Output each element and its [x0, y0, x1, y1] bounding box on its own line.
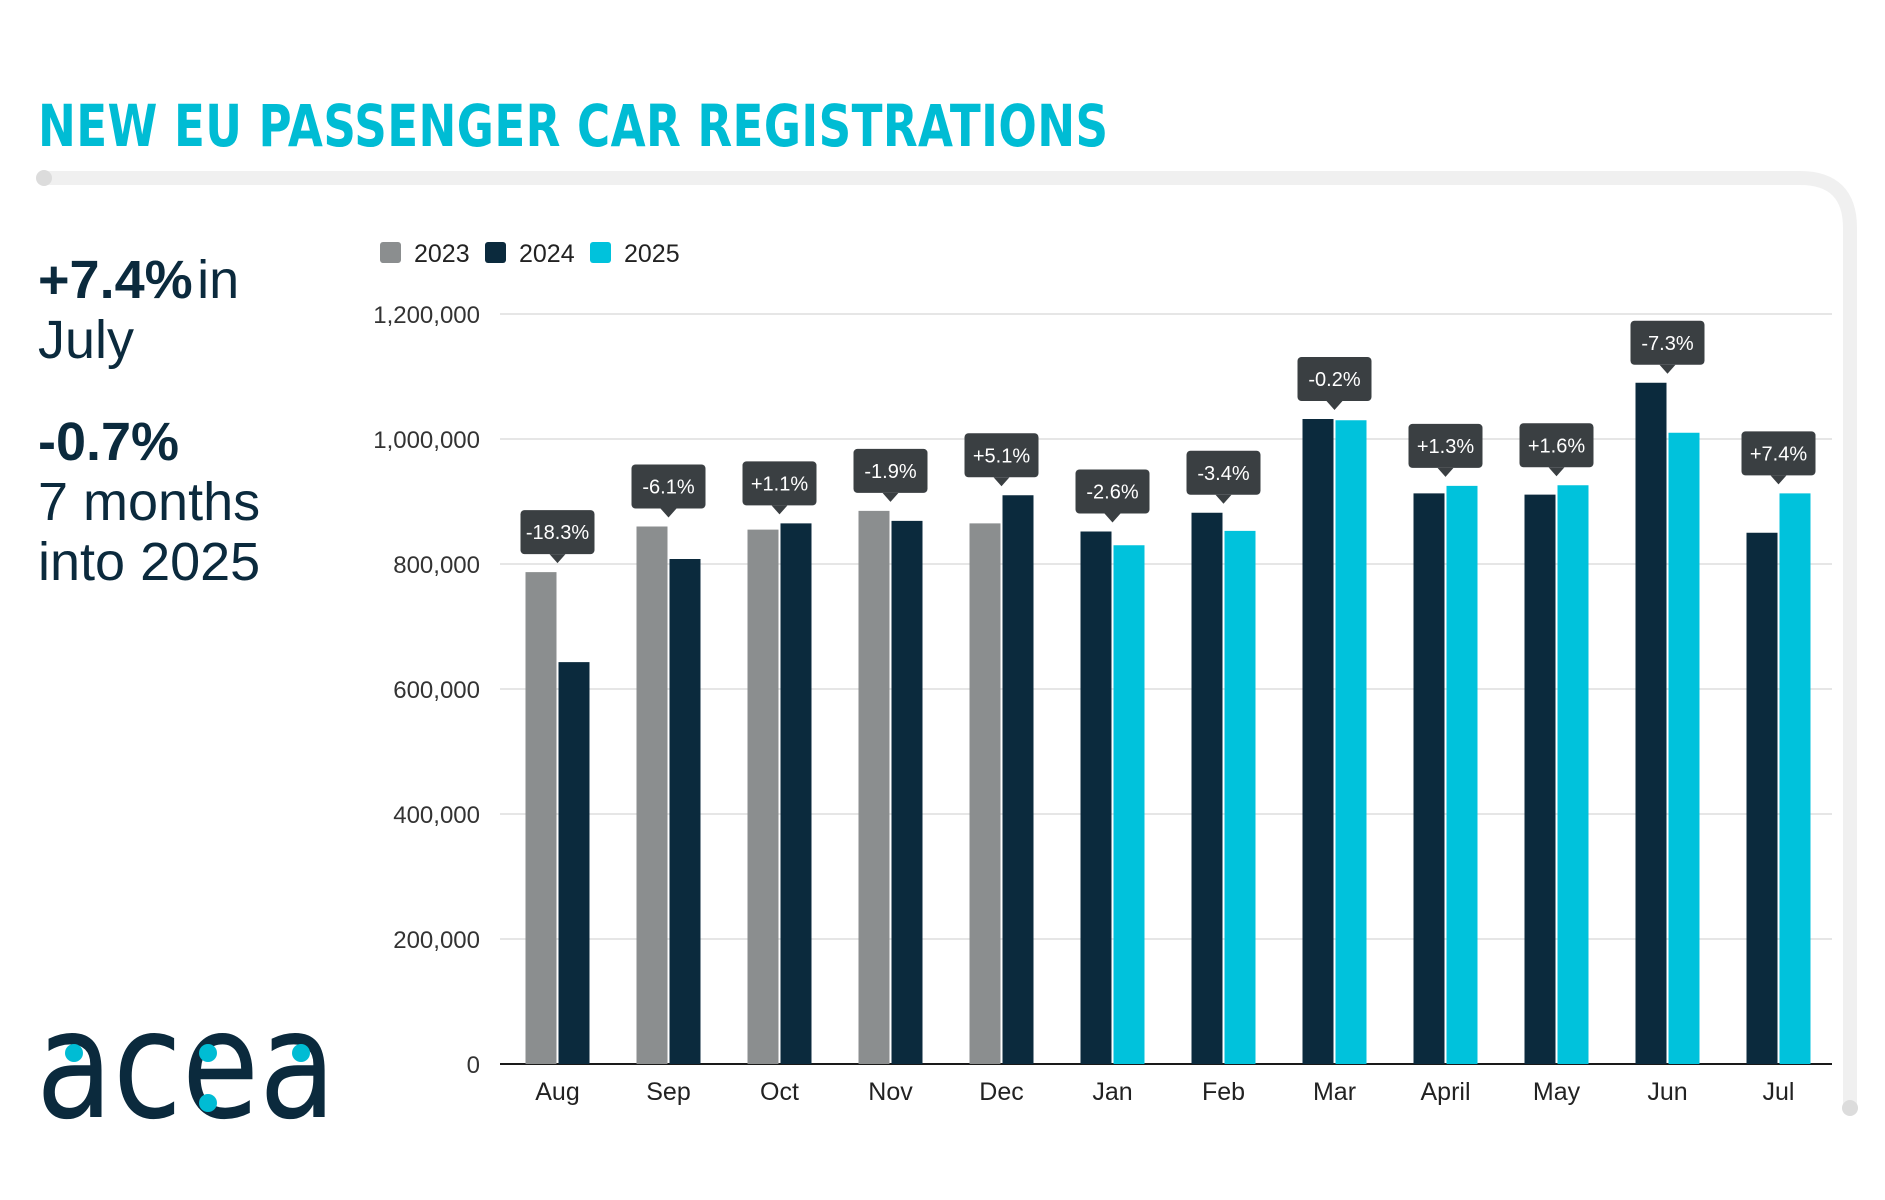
- change-badge-pointer: [1437, 467, 1454, 477]
- bar-2025-feb: [1224, 530, 1256, 1064]
- change-badge: [1297, 357, 1372, 401]
- bar-2024-jul: [1746, 532, 1778, 1064]
- legend-swatch-2023: [380, 242, 401, 263]
- y-tick-label: 400,000: [393, 802, 480, 829]
- bar-2025-mar: [1335, 420, 1367, 1064]
- change-badge-pointer: [993, 477, 1010, 487]
- bar-2023-nov: [858, 510, 890, 1064]
- change-label: +1.3%: [1417, 436, 1474, 458]
- change-badge: [1519, 423, 1594, 468]
- change-badge-pointer: [1326, 401, 1343, 410]
- bar-2023-aug: [525, 572, 557, 1064]
- bar-2024-nov: [891, 520, 923, 1064]
- x-tick-label: Nov: [868, 1078, 913, 1106]
- bar-2024-mar: [1302, 419, 1334, 1064]
- change-badge: [853, 448, 928, 493]
- change-badge-pointer: [1770, 475, 1787, 485]
- y-tick-label: 0: [467, 1052, 480, 1079]
- change-badge: [1075, 469, 1150, 514]
- bar-2024-jun: [1635, 382, 1667, 1064]
- x-tick-label: Dec: [979, 1078, 1023, 1106]
- change-badge-pointer: [1215, 494, 1232, 504]
- change-badge-pointer: [1659, 364, 1676, 374]
- y-tick-label: 200,000: [393, 927, 480, 954]
- x-tick-label: April: [1420, 1078, 1470, 1106]
- change-badge-pointer: [771, 505, 788, 515]
- kpi-july-value: +7.4%: [38, 250, 193, 310]
- bar-2025-april: [1446, 485, 1478, 1064]
- bar-2023-sep: [636, 526, 668, 1064]
- bar-2025-may: [1557, 485, 1589, 1064]
- kpi-ytd: -0.7% 7 months into 2025: [38, 412, 260, 592]
- x-tick-label: Feb: [1202, 1078, 1245, 1106]
- kpi-july-suffix: in: [197, 250, 240, 310]
- y-tick-label: 1,000,000: [373, 427, 480, 454]
- kpi-july-label: July: [38, 310, 135, 370]
- bar-2023-oct: [747, 529, 779, 1064]
- bar-2025-jun: [1668, 432, 1700, 1064]
- x-tick-label: Jun: [1647, 1078, 1687, 1106]
- change-badge-pointer: [882, 492, 899, 502]
- bar-2024-april: [1413, 493, 1445, 1064]
- change-badge-pointer: [1104, 513, 1121, 523]
- change-label: -3.4%: [1197, 463, 1249, 485]
- y-tick-label: 800,000: [393, 552, 480, 579]
- x-tick-label: Aug: [535, 1078, 579, 1106]
- change-label: -18.3%: [526, 522, 590, 544]
- change-label: +1.1%: [751, 473, 808, 495]
- change-badge: [520, 510, 595, 555]
- change-label: -6.1%: [642, 477, 694, 499]
- bar-2023-dec: [969, 523, 1001, 1064]
- x-tick-label: May: [1533, 1078, 1581, 1106]
- acea-logo: acea: [36, 1005, 336, 1135]
- change-badge-pointer: [660, 508, 677, 518]
- y-tick-label: 600,000: [393, 677, 480, 704]
- logo-text: acea: [36, 1005, 336, 1135]
- bar-2024-feb: [1191, 512, 1223, 1064]
- page-title: NEW EU PASSENGER CAR REGISTRATIONS: [38, 92, 1109, 160]
- change-badge-pointer: [549, 554, 566, 564]
- legend-swatch-2025: [590, 242, 611, 263]
- legend-label-2025: 2025: [624, 240, 680, 268]
- change-badge-pointer: [1548, 467, 1565, 477]
- kpi-ytd-label-1: 7 months: [38, 472, 261, 532]
- kpi-ytd-value: -0.7%: [38, 412, 180, 472]
- bar-2024-may: [1524, 494, 1556, 1064]
- bar-2024-dec: [1002, 495, 1034, 1064]
- change-badge: [1741, 431, 1816, 476]
- change-label: +5.1%: [973, 445, 1030, 467]
- legend-label-2023: 2023: [414, 240, 470, 268]
- legend-label-2024: 2024: [519, 240, 575, 268]
- change-badge: [964, 433, 1039, 478]
- bar-2024-sep: [669, 559, 701, 1064]
- kpi-july: +7.4% in July: [38, 250, 239, 370]
- change-badge: [1630, 320, 1705, 365]
- x-tick-label: Sep: [646, 1078, 690, 1106]
- x-tick-label: Jul: [1763, 1078, 1795, 1106]
- change-label: +1.6%: [1528, 435, 1585, 457]
- change-label: -1.9%: [864, 461, 916, 483]
- bar-2024-aug: [558, 662, 590, 1064]
- change-badge: [1186, 450, 1261, 495]
- change-badge: [742, 461, 817, 506]
- y-tick-label: 1,200,000: [373, 302, 480, 329]
- change-badge: [631, 464, 706, 509]
- change-label: -2.6%: [1086, 482, 1138, 504]
- bar-2025-jan: [1113, 545, 1145, 1064]
- change-label: +7.4%: [1750, 443, 1807, 465]
- change-badge: [1408, 423, 1483, 468]
- bar-2024-oct: [780, 523, 812, 1064]
- x-tick-label: Oct: [760, 1078, 799, 1106]
- kpi-ytd-label-2: into 2025: [38, 532, 261, 592]
- x-tick-label: Mar: [1313, 1078, 1356, 1106]
- change-label: -0.2%: [1308, 369, 1360, 391]
- legend-swatch-2024: [485, 242, 506, 263]
- change-label: -7.3%: [1641, 333, 1693, 355]
- bar-2025-jul: [1779, 493, 1811, 1064]
- x-tick-label: Jan: [1092, 1078, 1132, 1106]
- bar-2024-jan: [1080, 531, 1112, 1064]
